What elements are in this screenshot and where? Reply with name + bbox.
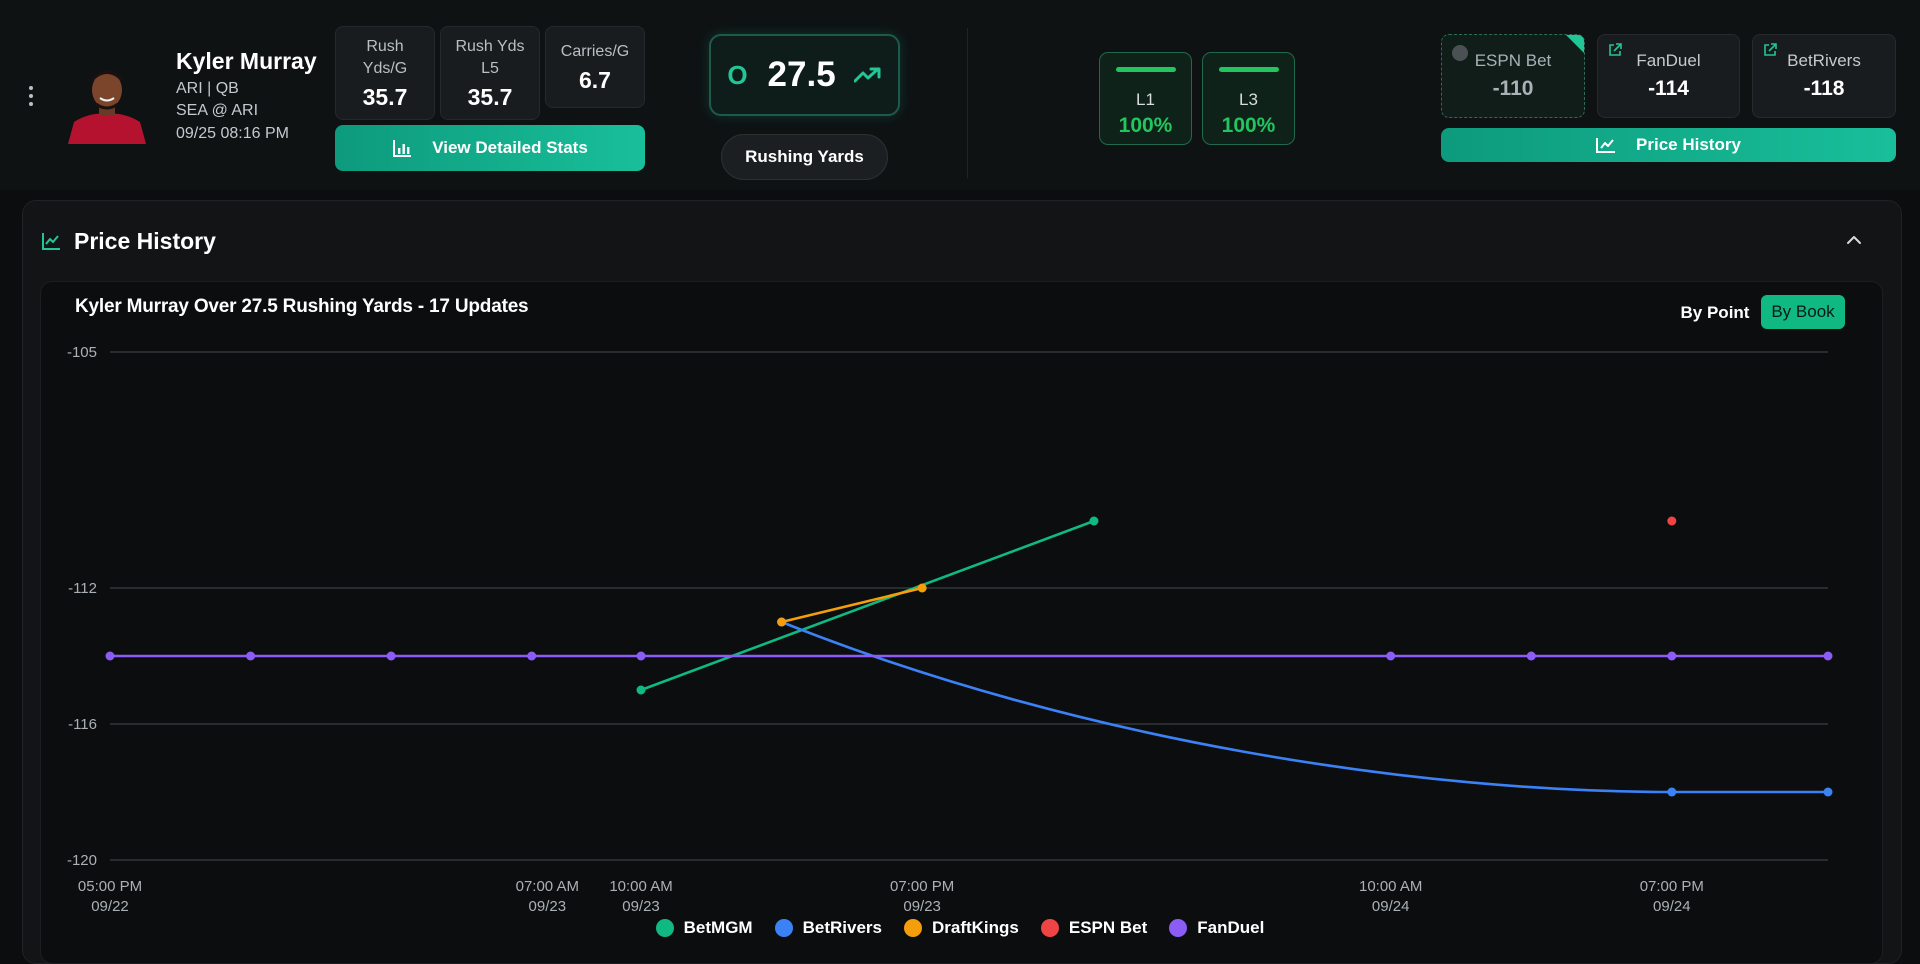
player-avatar	[60, 60, 154, 144]
book-fanduel[interactable]: FanDuel -114	[1597, 34, 1740, 118]
price-history-button[interactable]: Price History	[1441, 128, 1896, 162]
chart-card	[40, 281, 1883, 964]
player-team-position: ARI | QB	[176, 80, 239, 97]
legend-dot	[903, 919, 922, 937]
chart-title: Kyler Murray Over 27.5 Rushing Yards - 1…	[75, 296, 529, 317]
over-under-indicator: O	[727, 59, 748, 90]
legend-item-betmgm[interactable]: BetMGM	[655, 918, 753, 938]
legend-label: ESPN Bet	[1068, 918, 1148, 937]
by-point-toggle[interactable]: By Point	[1680, 303, 1750, 322]
hit-rate-bar	[1115, 67, 1176, 72]
stat-carries-per-game: Carries/G 6.7	[545, 26, 645, 108]
player-matchup: SEA @ ARI	[176, 102, 259, 119]
book-name: ESPN Bet	[1474, 51, 1552, 70]
legend-label: BetMGM	[683, 918, 753, 937]
legend-dot	[1040, 919, 1059, 937]
hit-rate-label: L1	[1136, 90, 1155, 109]
hit-rate-label: L3	[1239, 90, 1258, 109]
legend-item-betrivers[interactable]: BetRivers	[774, 918, 882, 938]
header-divider	[967, 28, 968, 178]
view-detailed-stats-label: View Detailed Stats	[432, 138, 588, 157]
external-link-icon[interactable]	[1763, 43, 1777, 57]
player-name: Kyler Murray	[176, 48, 317, 74]
stat-label: Rush Yds	[455, 37, 525, 55]
bar-chart-icon	[393, 140, 412, 157]
hit-rate-l3: L3 100%	[1202, 52, 1295, 145]
legend-dot	[774, 919, 793, 937]
stat-rush-yds-l5: Rush Yds L5 35.7	[440, 26, 540, 120]
toggle-dot-icon[interactable]	[1452, 45, 1468, 61]
book-odds: -114	[1648, 77, 1689, 100]
hit-rate-value: 100%	[1118, 114, 1173, 137]
legend-label: DraftKings	[931, 918, 1019, 937]
book-betrivers[interactable]: BetRivers -118	[1752, 34, 1896, 118]
legend-dot	[655, 919, 674, 937]
game-datetime: 09/25 08:16 PM	[176, 125, 289, 142]
price-history-button-label: Price History	[1636, 135, 1741, 154]
book-espn-bet[interactable]: ESPN Bet -110	[1441, 34, 1585, 118]
selected-corner-icon	[1566, 35, 1584, 53]
stat-value: 35.7	[362, 83, 408, 110]
chart-legend: BetMGM BetRivers DraftKings ESPN Bet FanDuel	[0, 918, 1920, 938]
by-book-toggle[interactable]: By Book	[1761, 295, 1845, 329]
stat-label: L5	[481, 59, 499, 77]
legend-dot	[1169, 919, 1188, 937]
legend-item-espn-bet[interactable]: ESPN Bet	[1040, 918, 1148, 938]
book-odds: -118	[1803, 77, 1845, 100]
legend-label: BetRivers	[802, 918, 882, 937]
trending-up-icon	[853, 67, 881, 83]
panel-title: Price History	[74, 228, 216, 254]
legend-item-fanduel[interactable]: FanDuel	[1169, 918, 1264, 938]
hit-rate-l1: L1 100%	[1099, 52, 1192, 145]
chevron-up-icon[interactable]	[1844, 232, 1864, 248]
external-link-icon[interactable]	[1608, 43, 1622, 57]
legend-item-draftkings[interactable]: DraftKings	[903, 918, 1019, 938]
stat-label: Rush	[366, 37, 404, 55]
hit-rate-bar	[1218, 67, 1279, 72]
book-name: FanDuel	[1636, 51, 1701, 70]
line-chart-icon	[42, 233, 60, 250]
line-chart-icon	[1596, 138, 1616, 153]
market-pill[interactable]: Rushing Yards	[721, 134, 888, 180]
more-menu-icon[interactable]	[26, 86, 36, 110]
prop-line-value: 27.5	[767, 55, 836, 94]
book-odds: -110	[1492, 77, 1534, 100]
stat-value: 6.7	[579, 66, 611, 93]
stat-label: Carries/G	[560, 42, 630, 60]
hit-rate-value: 100%	[1221, 114, 1276, 137]
stat-rush-yds-per-game: Rush Yds/G 35.7	[335, 26, 435, 120]
view-detailed-stats-button[interactable]: View Detailed Stats	[335, 125, 645, 171]
legend-label: FanDuel	[1197, 918, 1265, 937]
book-name: BetRivers	[1787, 51, 1861, 70]
stat-value: 35.7	[467, 83, 513, 110]
stat-label: Yds/G	[362, 59, 408, 77]
prop-line-card[interactable]: O 27.5	[709, 34, 900, 116]
